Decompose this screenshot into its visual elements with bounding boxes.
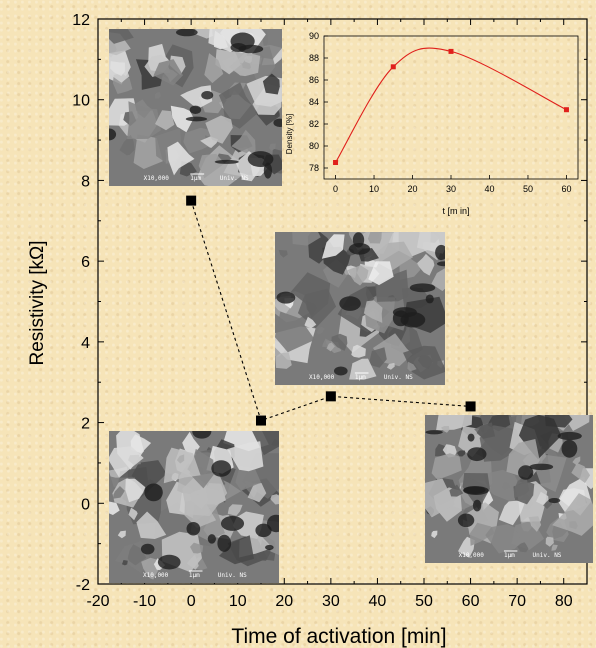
inset-y-axis-label: Density [%] (285, 114, 294, 154)
sem-image-60min: X10,000 1μm Univ. NS (425, 415, 593, 563)
y-axis-label: Resistivity [kΩ] (27, 240, 48, 365)
sem-scale-label: 1μm (355, 374, 366, 381)
sem-scale-label: 1μm (189, 572, 200, 579)
density-point (390, 64, 396, 70)
sem-image-0min: X10,000 1μm Univ. NS (109, 29, 282, 186)
resistivity-point (256, 415, 266, 426)
density-series (333, 47, 569, 165)
sem-micrograph-texture: X10,000 1μm Univ. NS (275, 232, 445, 385)
inset-y-tick-label: 90 (309, 31, 319, 41)
inset-axes: 0 10 20 30 40 50 60 78 80 82 84 86 88 90 (309, 31, 579, 194)
sem-caption: Univ. NS (218, 572, 247, 579)
y-tick-label: 10 (72, 93, 90, 110)
inset-y-tick-label: 86 (309, 75, 319, 85)
resistivity-point (186, 195, 197, 206)
inset-x-tick-label: 30 (446, 184, 456, 194)
inset-x-tick-label: 0 (333, 184, 338, 194)
sem-caption: Univ. NS (533, 552, 562, 559)
x-tick-label: 0 (187, 593, 196, 610)
sem-micrograph-texture: X10,000 1μm Univ. NS (109, 431, 279, 583)
x-tick-label: 60 (462, 593, 480, 610)
y-tick-label: 4 (81, 335, 90, 352)
x-tick-label: 50 (415, 593, 433, 610)
sem-image-30min: X10,000 1μm Univ. NS (275, 232, 445, 385)
inset-x-tick-label: 50 (523, 184, 533, 194)
resistivity-point (465, 401, 476, 412)
inset-y-tick-label: 84 (309, 97, 319, 107)
sem-magnification-label: X10,000 (309, 374, 335, 381)
inset-x-tick-label: 20 (408, 184, 418, 194)
inset-x-axis-label: t [m in] (442, 206, 469, 216)
y-tick-label: 2 (81, 416, 90, 433)
inset-x-tick-label: 60 (561, 184, 571, 194)
sem-scale-label: 1μm (504, 552, 515, 559)
x-tick-label: 70 (508, 593, 526, 610)
y-tick-label: -2 (76, 577, 90, 594)
sem-image-15min: X10,000 1μm Univ. NS (109, 431, 279, 583)
y-tick-label: 12 (72, 12, 90, 29)
x-tick-label: -10 (133, 593, 156, 610)
inset-y-tick-label: 88 (309, 53, 319, 63)
density-point (563, 107, 569, 113)
resistivity-point (325, 391, 336, 402)
y-tick-label: 0 (81, 496, 90, 513)
inset-x-tick-label: 10 (369, 184, 379, 194)
inset-y-tick-label: 78 (309, 163, 319, 173)
sem-caption: Univ. NS (220, 175, 249, 182)
density-curve (335, 47, 567, 163)
sem-scale-label: 1μm (190, 175, 201, 182)
x-tick-label: 80 (555, 593, 573, 610)
sem-caption: Univ. NS (384, 374, 413, 381)
x-tick-label: 40 (369, 593, 387, 610)
x-axis-label: Time of activation [min] (231, 625, 446, 648)
y-tick-label: 8 (81, 173, 90, 190)
x-tick-label: -20 (86, 593, 109, 610)
inset-y-tick-label: 80 (309, 141, 319, 151)
y-tick-label: 6 (81, 254, 90, 271)
density-point (448, 48, 454, 54)
sem-magnification-label: X10,000 (144, 175, 170, 182)
density-inset-chart: 0 10 20 30 40 50 60 78 80 82 84 86 88 90 t [m in] Den… (285, 31, 579, 216)
sem-magnification-label: X10,000 (459, 552, 485, 559)
sem-magnification-label: X10,000 (143, 572, 169, 579)
x-tick-label: 30 (322, 593, 340, 610)
resistivity-series (186, 195, 476, 426)
x-tick-label: 10 (229, 593, 247, 610)
sem-micrograph-texture: X10,000 1μm Univ. NS (425, 415, 593, 563)
resistivity-line (190, 200, 471, 422)
inset-y-tick-label: 82 (309, 119, 319, 129)
x-tick-label: 20 (275, 593, 293, 610)
density-point (333, 160, 339, 165)
inset-x-tick-label: 40 (484, 184, 494, 194)
inset-frame (323, 35, 579, 180)
sem-micrograph-texture: X10,000 1μm Univ. NS (109, 29, 282, 186)
